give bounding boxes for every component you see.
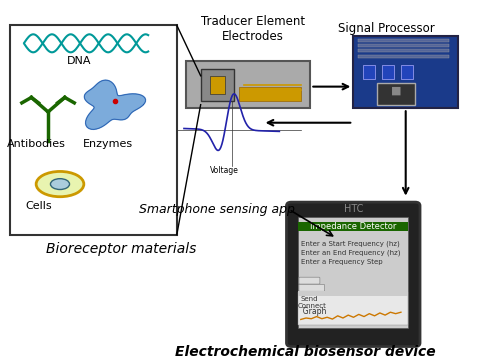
FancyBboxPatch shape xyxy=(10,25,177,235)
Text: Smartphone sensing app: Smartphone sensing app xyxy=(139,203,295,216)
FancyBboxPatch shape xyxy=(210,76,225,94)
Text: Send: Send xyxy=(301,296,318,301)
Text: Graph: Graph xyxy=(298,306,327,316)
Text: Bioreceptor materials: Bioreceptor materials xyxy=(46,242,196,256)
Text: Enzymes: Enzymes xyxy=(82,139,133,149)
FancyBboxPatch shape xyxy=(377,83,415,105)
Text: Connect: Connect xyxy=(297,303,326,309)
FancyBboxPatch shape xyxy=(401,65,413,79)
Ellipse shape xyxy=(51,179,69,190)
FancyBboxPatch shape xyxy=(239,87,301,101)
FancyBboxPatch shape xyxy=(358,49,449,52)
FancyBboxPatch shape xyxy=(298,217,408,329)
FancyBboxPatch shape xyxy=(298,292,408,325)
FancyBboxPatch shape xyxy=(298,222,408,231)
FancyBboxPatch shape xyxy=(382,65,394,79)
Text: Enter a Start Frequency (hz): Enter a Start Frequency (hz) xyxy=(301,240,400,247)
Text: Impedance Detector: Impedance Detector xyxy=(310,222,396,231)
FancyBboxPatch shape xyxy=(298,291,408,296)
FancyBboxPatch shape xyxy=(358,44,449,47)
Polygon shape xyxy=(84,80,146,129)
Text: ■: ■ xyxy=(391,86,402,96)
Text: DNA: DNA xyxy=(67,56,91,66)
FancyBboxPatch shape xyxy=(363,65,375,79)
Ellipse shape xyxy=(36,171,84,197)
Text: Signal Processor: Signal Processor xyxy=(338,22,435,35)
FancyBboxPatch shape xyxy=(358,55,449,58)
FancyBboxPatch shape xyxy=(286,202,420,347)
FancyBboxPatch shape xyxy=(353,36,458,108)
Text: Voltage: Voltage xyxy=(210,166,239,175)
FancyBboxPatch shape xyxy=(299,277,320,284)
Text: Electrochemical biosensor device: Electrochemical biosensor device xyxy=(175,345,436,359)
Text: Enter an End Frequency (hz): Enter an End Frequency (hz) xyxy=(301,249,400,256)
Text: Traducer Element
Electrodes: Traducer Element Electrodes xyxy=(201,15,305,43)
FancyBboxPatch shape xyxy=(358,39,449,42)
Text: Antibodies: Antibodies xyxy=(7,139,66,149)
Text: HTC: HTC xyxy=(344,204,363,214)
Text: Enter a Frequency Step: Enter a Frequency Step xyxy=(301,259,382,265)
FancyBboxPatch shape xyxy=(201,69,234,101)
FancyBboxPatch shape xyxy=(187,61,310,108)
FancyBboxPatch shape xyxy=(299,284,325,291)
Text: Cells: Cells xyxy=(25,201,52,211)
